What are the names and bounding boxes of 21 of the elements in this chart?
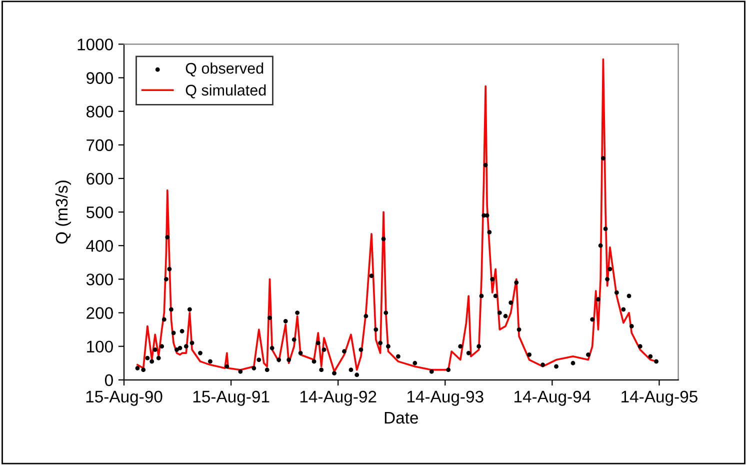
y-axis-title: Q (m3/s) [55, 180, 71, 244]
y-tick-label: 700 [86, 139, 113, 152]
y-tick-label: 900 [86, 72, 113, 84]
legend-label: Q observed [186, 62, 264, 76]
x-tick-label: 14-Aug-93 [407, 390, 484, 406]
y-tick-label: 600 [86, 172, 113, 185]
y-tick-label: 800 [86, 106, 113, 118]
x-tick-label: 15-Aug-90 [86, 390, 162, 406]
y-tick-label: 0 [104, 374, 113, 386]
y-tick-label: 100 [87, 340, 113, 353]
y-tick-label: 400 [86, 240, 113, 252]
y-tick-label: 1000 [78, 38, 113, 50]
y-tick-label: 200 [86, 307, 113, 319]
y-tick-label: 500 [86, 206, 113, 218]
x-tick-label: 14-Aug-94 [514, 390, 591, 406]
x-tick-label: 15-Aug-91 [193, 390, 270, 406]
x-tick-label: 14-Aug-92 [300, 390, 376, 406]
x-tick-label: 14-Aug-95 [622, 390, 698, 406]
y-tick-label: 300 [86, 274, 113, 286]
legend-label: Q simulated [186, 84, 266, 98]
x-axis-title: Date [384, 412, 418, 424]
